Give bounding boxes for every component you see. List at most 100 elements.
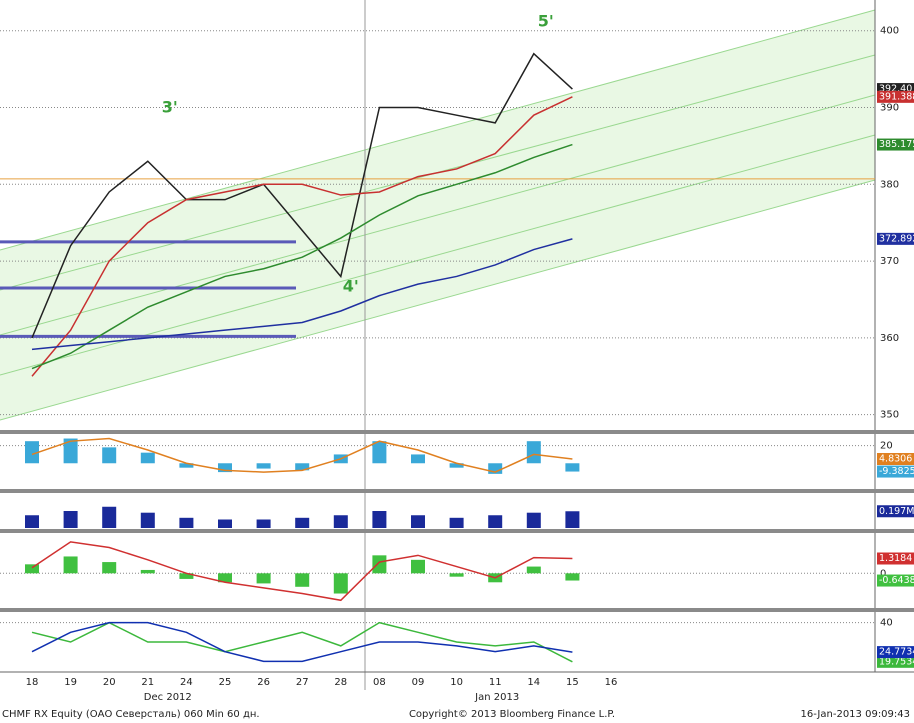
- bar: [449, 517, 464, 528]
- bar: [179, 517, 194, 528]
- line: [31, 96, 573, 377]
- bar: [256, 519, 271, 528]
- bar: [63, 511, 78, 528]
- wave-label: 4': [343, 277, 359, 296]
- x-tick-label: 19: [64, 677, 77, 688]
- bar: [565, 573, 580, 581]
- y-tick-label: 400: [880, 26, 899, 37]
- bar: [218, 519, 232, 528]
- x-tick-label: 14: [527, 677, 540, 688]
- y-tick-label: 40: [880, 618, 893, 629]
- x-tick-label: 08: [373, 677, 386, 688]
- value-label: 4.8306: [879, 453, 912, 464]
- y-tick-label: 0: [880, 568, 886, 579]
- line: [31, 541, 573, 602]
- bar: [372, 555, 387, 574]
- bar: [102, 562, 117, 574]
- footer-center: Copyright© 2013 Bloomberg Finance L.P.: [409, 709, 615, 720]
- footer-left: CHMF RX Equity (ОАО Северсталь) 060 Min …: [2, 709, 260, 720]
- y-tick-label: 360: [880, 333, 899, 344]
- value-label: -9.3825: [879, 466, 914, 477]
- bar: [218, 573, 232, 583]
- bar: [372, 511, 387, 528]
- x-tick-label: 18: [26, 677, 39, 688]
- x-tick-label: 25: [219, 677, 232, 688]
- x-group-label: Dec 2012: [144, 692, 192, 703]
- value-label-box: [877, 465, 914, 478]
- bar: [179, 573, 194, 579]
- value-label: -0.6438: [879, 575, 914, 586]
- bar: [565, 511, 580, 528]
- value-label-box: [877, 646, 914, 659]
- bar: [488, 515, 503, 528]
- x-tick-label: 15: [566, 677, 579, 688]
- panel-separator: [0, 529, 914, 533]
- bar: [295, 517, 310, 528]
- bar: [102, 447, 117, 464]
- y-tick-label: 370: [880, 256, 899, 267]
- bar: [25, 515, 39, 528]
- bar: [102, 506, 117, 528]
- line: [31, 621, 573, 663]
- line: [31, 437, 573, 473]
- value-label-box: [877, 90, 914, 103]
- bar: [140, 452, 155, 464]
- bar: [411, 454, 425, 464]
- bar: [63, 438, 78, 464]
- value-label-box: [877, 552, 914, 565]
- bar: [63, 556, 78, 574]
- y-tick-label: 350: [880, 410, 899, 421]
- bar: [333, 573, 348, 594]
- line: [31, 238, 573, 351]
- bar: [295, 573, 310, 587]
- bar: [295, 463, 310, 471]
- bar: [449, 573, 464, 577]
- bar: [565, 463, 580, 472]
- bar: [526, 441, 541, 464]
- y-tick-label: 20: [880, 441, 893, 452]
- bar: [179, 463, 194, 468]
- y-tick-label: 380: [880, 179, 899, 190]
- line: [31, 143, 573, 370]
- x-tick-label: 10: [450, 677, 463, 688]
- value-label: 391.388: [879, 91, 914, 102]
- value-label: 392.40: [879, 84, 912, 95]
- x-tick-label: 09: [412, 677, 425, 688]
- x-tick-label: 11: [489, 677, 502, 688]
- y-tick-label: 390: [880, 103, 899, 114]
- line: [31, 621, 573, 663]
- panel-separator: [0, 489, 914, 493]
- x-tick-label: 27: [296, 677, 309, 688]
- value-label-box: [877, 655, 914, 668]
- wave-label: 3': [162, 98, 178, 117]
- x-group-label: Jan 2013: [474, 692, 519, 703]
- bar: [372, 441, 387, 464]
- bar: [256, 573, 271, 584]
- bar: [25, 441, 39, 464]
- value-label: 1.3184: [879, 553, 912, 564]
- panel-separator: [0, 430, 914, 434]
- x-tick-label: 20: [103, 677, 116, 688]
- bar: [25, 564, 39, 574]
- bar: [140, 569, 155, 574]
- bar: [256, 463, 271, 469]
- value-label: 372.892: [879, 233, 914, 244]
- x-tick-label: 21: [141, 677, 154, 688]
- bar: [526, 566, 541, 574]
- value-label-box: [877, 452, 914, 465]
- x-tick-label: 16: [605, 677, 618, 688]
- value-label: 385.175: [879, 139, 914, 150]
- value-label-box: [877, 505, 914, 518]
- x-tick-label: 28: [334, 677, 347, 688]
- bar: [411, 559, 425, 574]
- wave-label: 5': [538, 12, 554, 31]
- bar: [140, 512, 155, 528]
- footer-right: 16-Jan-2013 09:09:43: [801, 709, 910, 720]
- bar: [411, 515, 425, 528]
- bar: [526, 512, 541, 528]
- line: [31, 52, 573, 339]
- bar: [218, 463, 232, 473]
- bar: [488, 463, 503, 474]
